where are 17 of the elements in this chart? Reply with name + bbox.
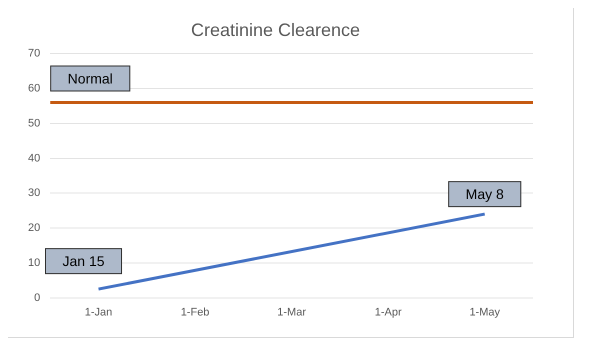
y-tick-label: 30	[28, 187, 40, 200]
x-tick-label: 1-Feb	[180, 306, 210, 318]
x-tick-label: 1-Mar	[277, 306, 306, 318]
y-tick-label: 0	[34, 292, 40, 304]
x-tick-label: 1-Jan	[84, 306, 112, 318]
y-tick-label: 70	[28, 48, 40, 60]
y-tick-label: 40	[28, 152, 40, 164]
x-tick-label: 1-Apr	[374, 306, 402, 318]
y-tick-label: 10	[28, 256, 40, 269]
x-tick-label: 1-May	[469, 306, 501, 318]
y-tick-label: 50	[28, 117, 40, 130]
annotation: Jan 15	[62, 252, 105, 269]
y-tick-label: 60	[28, 82, 40, 95]
chart-title: Creatinine Clearence	[190, 20, 360, 40]
ref-line-label: Normal	[68, 70, 113, 86]
y-tick-label: 20	[28, 222, 40, 234]
annotation: May 8	[466, 186, 504, 202]
